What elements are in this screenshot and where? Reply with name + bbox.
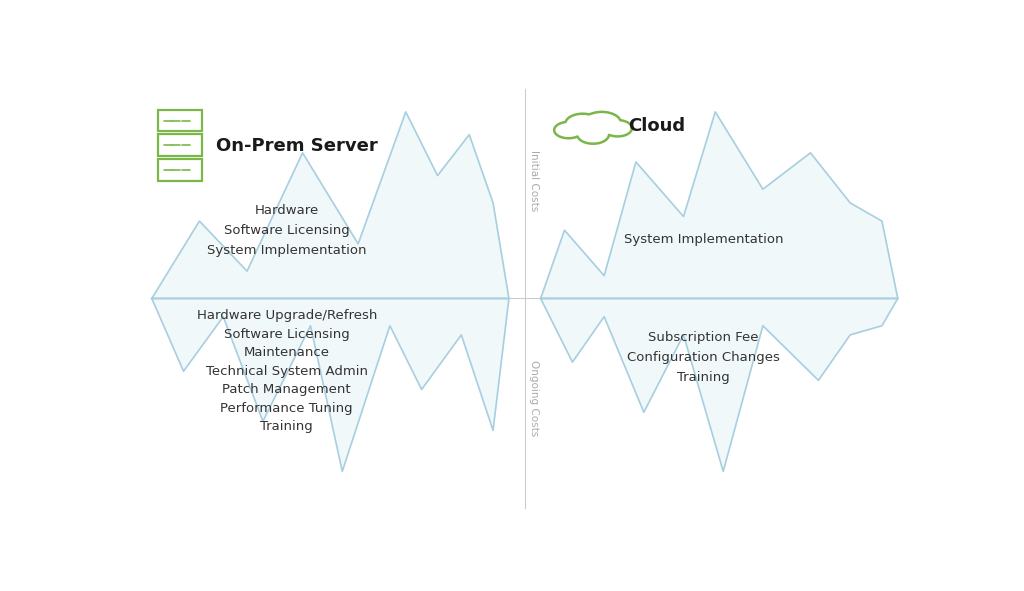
Text: Hardware
Software Licensing
System Implementation: Hardware Software Licensing System Imple… [207,204,367,256]
Polygon shape [554,112,632,144]
Text: System Implementation: System Implementation [624,233,783,246]
Polygon shape [152,112,509,298]
Text: Hardware Upgrade/Refresh
Software Licensing
Maintenance
Technical System Admin
P: Hardware Upgrade/Refresh Software Licens… [197,309,377,433]
Polygon shape [152,298,509,472]
Text: Ongoing Costs: Ongoing Costs [528,361,539,437]
Text: Cloud: Cloud [628,116,685,135]
Polygon shape [541,298,898,472]
Text: On-Prem Server: On-Prem Server [216,138,378,155]
Bar [158,109,202,131]
Text: Subscription Fee
Configuration Changes
Training: Subscription Fee Configuration Changes T… [627,331,780,384]
Text: Initial Costs: Initial Costs [528,150,539,211]
Polygon shape [541,112,898,298]
Bar [158,159,202,181]
Bar [158,134,202,156]
